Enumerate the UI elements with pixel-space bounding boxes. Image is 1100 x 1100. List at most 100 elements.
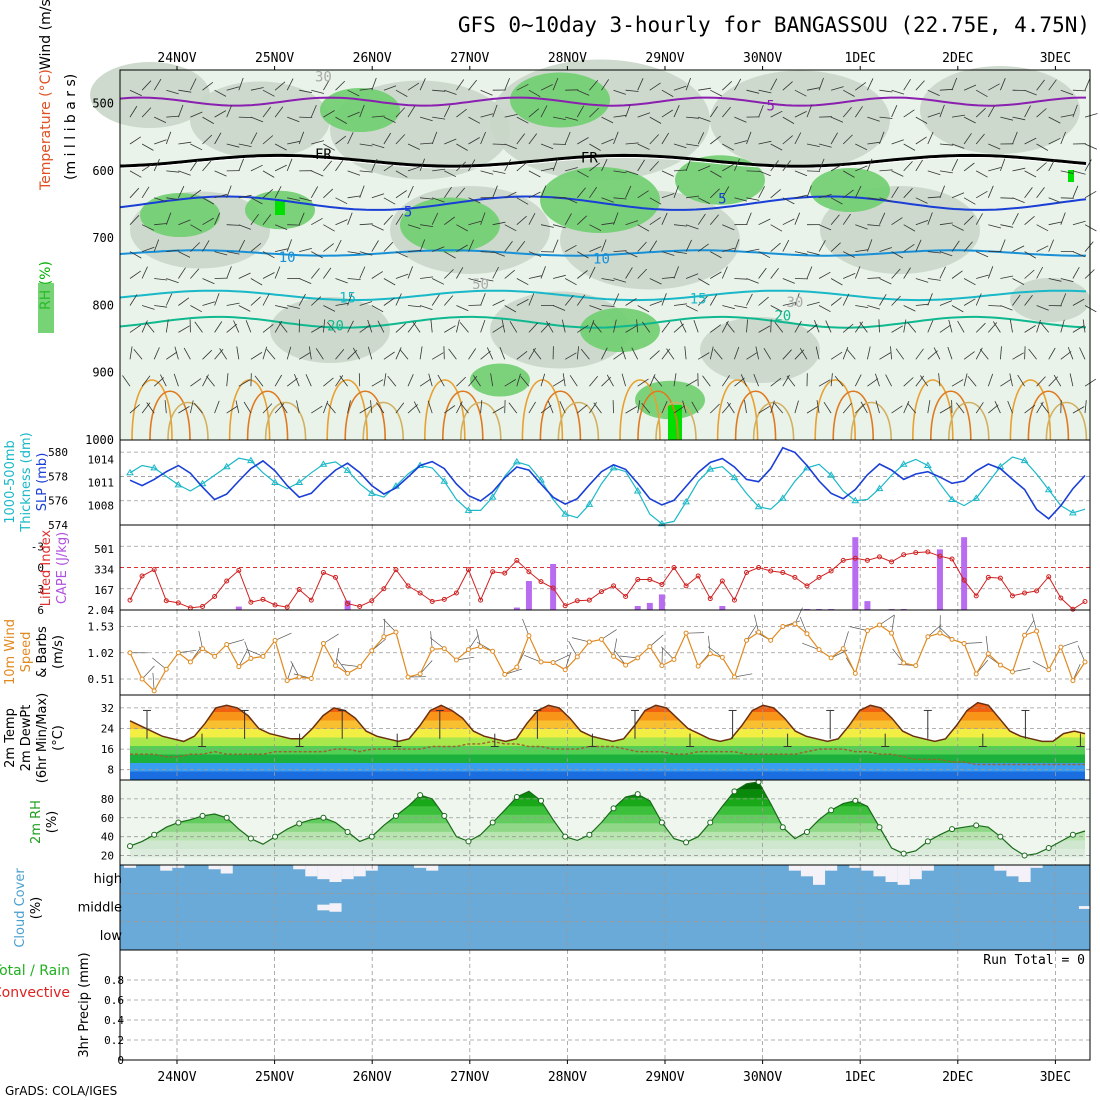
wind-barb bbox=[153, 78, 162, 91]
wind-barb bbox=[371, 115, 385, 118]
wind-barb bbox=[153, 158, 160, 172]
rh-point bbox=[876, 824, 883, 831]
wind-barb bbox=[553, 274, 566, 279]
thickness-point bbox=[730, 473, 739, 481]
wind-barb bbox=[262, 214, 272, 225]
wind-barb bbox=[963, 84, 977, 91]
wind-barb bbox=[420, 197, 434, 200]
panel-ylabel: (°C) bbox=[51, 725, 66, 751]
wind-barb bbox=[907, 402, 917, 414]
thickness-point bbox=[174, 480, 183, 488]
cloud-high-gap bbox=[414, 865, 427, 868]
wind-barb bbox=[1084, 224, 1097, 232]
wind-barb bbox=[746, 248, 760, 252]
wind-barb bbox=[770, 400, 775, 414]
wind-barb bbox=[274, 164, 287, 172]
wind-barb bbox=[262, 251, 275, 259]
wind-barb bbox=[274, 224, 288, 230]
wind-speed-point bbox=[1070, 678, 1076, 684]
wind-barb bbox=[1009, 319, 1013, 333]
cloud-high-gap bbox=[921, 865, 934, 871]
wind-barb bbox=[310, 268, 320, 279]
freezing-level-inner bbox=[119, 157, 1087, 169]
run-total-label: Run Total = 0 bbox=[983, 953, 1085, 968]
wind-barb bbox=[625, 142, 639, 145]
wind-barb bbox=[589, 143, 601, 151]
wind-barb bbox=[1072, 89, 1086, 92]
thickness-ytick: 580 bbox=[48, 446, 68, 459]
wind-barb bbox=[383, 618, 397, 633]
wind-barb bbox=[238, 77, 244, 91]
wind-barb bbox=[818, 271, 831, 279]
wind-barb bbox=[637, 268, 647, 279]
wind-barb bbox=[649, 82, 661, 91]
wind-barb bbox=[219, 348, 228, 360]
wind-barb bbox=[154, 305, 168, 308]
panel-frame bbox=[119, 949, 1091, 1061]
temp-band bbox=[130, 746, 1085, 755]
thickness-point bbox=[972, 494, 981, 501]
wind-barb bbox=[867, 158, 873, 172]
wind-barb bbox=[335, 116, 347, 124]
wind-barb bbox=[323, 305, 336, 312]
wind-barb bbox=[1024, 404, 1036, 414]
wind-barb bbox=[625, 267, 633, 279]
wind-barb bbox=[335, 239, 342, 252]
wind-speed-point bbox=[417, 671, 423, 677]
thickness-point bbox=[923, 461, 932, 468]
upper-ytick: 600 bbox=[92, 164, 114, 178]
wind-barb bbox=[202, 134, 213, 145]
wind-barb bbox=[540, 224, 554, 228]
warm-loop bbox=[246, 390, 289, 441]
li-point bbox=[997, 575, 1003, 581]
wind-barb bbox=[359, 406, 372, 414]
wind-barb bbox=[892, 648, 904, 664]
wind-barb bbox=[879, 169, 893, 172]
wind-barb bbox=[843, 89, 855, 97]
wind-barb bbox=[746, 293, 753, 306]
contour-label: 5 bbox=[718, 191, 726, 207]
wind-barb bbox=[673, 143, 687, 149]
rh-shade-14 bbox=[140, 193, 220, 237]
wind-barb bbox=[576, 346, 579, 360]
wind-barb bbox=[879, 278, 892, 285]
wind-barb bbox=[854, 266, 861, 279]
wind-barb bbox=[830, 164, 843, 172]
wind-barb bbox=[528, 251, 542, 257]
rh-point bbox=[610, 805, 617, 812]
wind-speed-point bbox=[816, 647, 822, 653]
wind-barb bbox=[794, 251, 808, 255]
wind-barb bbox=[214, 321, 223, 333]
wind-barb bbox=[492, 221, 506, 226]
wind-barb bbox=[456, 244, 468, 252]
wind-barb bbox=[154, 223, 168, 226]
wind-barb bbox=[129, 404, 140, 414]
wind-barb bbox=[254, 375, 264, 387]
li-point bbox=[490, 569, 496, 575]
wind-barb bbox=[915, 278, 929, 283]
wind-barb bbox=[830, 197, 843, 205]
wind-barb bbox=[480, 278, 494, 282]
wind-barb bbox=[1048, 137, 1061, 145]
li-point bbox=[792, 574, 798, 580]
rh-peak-3 bbox=[1068, 170, 1074, 182]
wind-barb bbox=[915, 375, 925, 387]
wind-barb bbox=[577, 170, 589, 178]
wind-barb bbox=[951, 159, 959, 172]
wind-barb bbox=[903, 305, 916, 312]
li-point bbox=[562, 603, 568, 609]
wind-barb bbox=[274, 186, 282, 198]
wind-barb bbox=[601, 239, 607, 252]
wind-barb bbox=[637, 112, 651, 118]
wind-barb bbox=[818, 77, 824, 91]
wind-barb bbox=[653, 375, 663, 387]
li-point bbox=[212, 594, 218, 600]
wind-barb bbox=[286, 663, 294, 681]
panel-ylabel: Cloud Cover bbox=[13, 868, 28, 948]
wind-speed-point bbox=[586, 639, 592, 645]
wind-barb bbox=[419, 116, 433, 122]
wind-barb bbox=[661, 321, 671, 333]
li-point bbox=[405, 583, 411, 589]
warm-loop bbox=[912, 379, 954, 441]
wind-barb bbox=[770, 110, 783, 118]
